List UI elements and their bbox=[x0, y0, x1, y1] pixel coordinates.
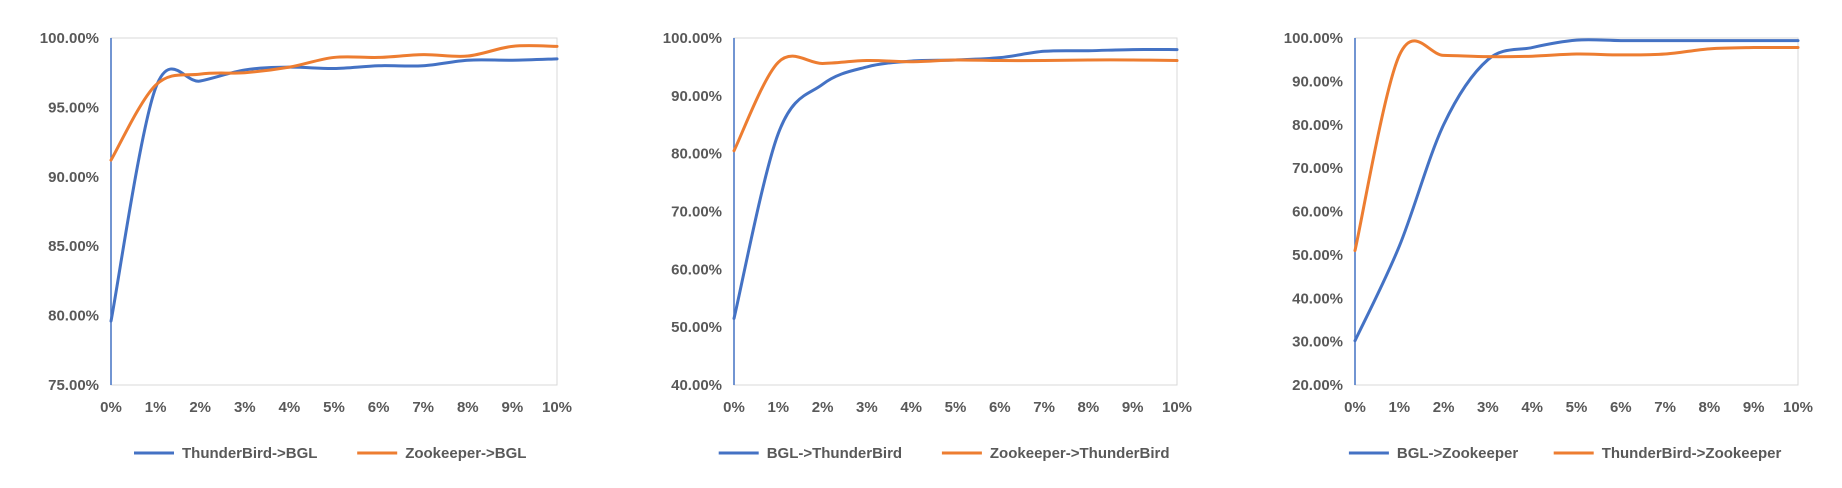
x-tick-label: 0% bbox=[100, 399, 122, 416]
y-tick-label: 70.00% bbox=[671, 204, 722, 221]
x-tick-label: 6% bbox=[989, 399, 1011, 416]
legend-label: BGL->ThunderBird bbox=[767, 445, 902, 462]
y-tick-label: 100.00% bbox=[40, 30, 99, 47]
x-tick-label: 8% bbox=[1699, 399, 1721, 416]
y-tick-label: 75.00% bbox=[48, 377, 99, 394]
x-tick-label: 8% bbox=[457, 399, 479, 416]
y-tick-label: 80.00% bbox=[671, 146, 722, 163]
y-tick-label: 80.00% bbox=[48, 308, 99, 325]
plot-area-border bbox=[1354, 37, 1799, 386]
x-tick-label: 7% bbox=[412, 399, 434, 416]
legend-label: BGL->Zookeeper bbox=[1397, 445, 1518, 462]
y-tick-label: 60.00% bbox=[671, 261, 722, 278]
y-tick-label: 60.00% bbox=[1292, 204, 1343, 221]
x-tick-label: 1% bbox=[145, 399, 167, 416]
x-tick-label: 1% bbox=[767, 399, 789, 416]
y-tick-label: 100.00% bbox=[1284, 30, 1343, 47]
x-tick-label: 6% bbox=[1610, 399, 1632, 416]
legend-label: Zookeeper->BGL bbox=[405, 445, 526, 462]
x-tick-label: 4% bbox=[900, 399, 922, 416]
y-tick-label: 90.00% bbox=[48, 169, 99, 186]
x-tick-label: 2% bbox=[189, 399, 211, 416]
x-tick-label: 5% bbox=[1566, 399, 1588, 416]
legend: BGL->ThunderBird Zookeeper->ThunderBird bbox=[718, 445, 1170, 462]
series-line-1 bbox=[1353, 38, 1800, 343]
x-tick-label: 7% bbox=[1654, 399, 1676, 416]
x-tick-label: 6% bbox=[368, 399, 390, 416]
x-tick-label: 10% bbox=[1162, 399, 1192, 416]
plot-area-border bbox=[110, 37, 558, 386]
legend-label: ThunderBird->BGL bbox=[182, 445, 317, 462]
x-tick-label: 4% bbox=[1521, 399, 1543, 416]
y-tick-label: 100.00% bbox=[663, 30, 722, 47]
plot-area-border bbox=[733, 37, 1178, 386]
series-line-1 bbox=[732, 47, 1179, 320]
legend-label: ThunderBird->Zookeeper bbox=[1602, 445, 1782, 462]
y-tick-label: 50.00% bbox=[1292, 247, 1343, 264]
x-tick-label: 5% bbox=[945, 399, 967, 416]
legend-label: Zookeeper->ThunderBird bbox=[990, 445, 1170, 462]
x-tick-label: 3% bbox=[856, 399, 878, 416]
x-tick-label: 3% bbox=[234, 399, 256, 416]
y-tick-label: 40.00% bbox=[1292, 290, 1343, 307]
chart-3: 20.00% 30.00% 40.00% 50.00% 60.00% 70.00% 80.0… bbox=[1284, 30, 1813, 462]
y-tick-label: 85.00% bbox=[48, 238, 99, 255]
x-tick-label: 10% bbox=[542, 399, 572, 416]
x-tick-label: 5% bbox=[323, 399, 345, 416]
series-line-2 bbox=[1353, 39, 1800, 253]
x-tick-label: 3% bbox=[1477, 399, 1499, 416]
x-tick-label: 8% bbox=[1078, 399, 1100, 416]
y-tick-label: 90.00% bbox=[671, 88, 722, 105]
legend: ThunderBird->BGL Zookeeper->BGL bbox=[134, 445, 526, 462]
x-tick-label: 10% bbox=[1783, 399, 1813, 416]
y-tick-label: 20.00% bbox=[1292, 377, 1343, 394]
x-tick-label: 1% bbox=[1388, 399, 1410, 416]
y-tick-label: 40.00% bbox=[671, 377, 722, 394]
x-tick-label: 9% bbox=[502, 399, 524, 416]
x-tick-label: 0% bbox=[723, 399, 745, 416]
series-line-2 bbox=[732, 54, 1179, 153]
x-tick-label: 7% bbox=[1033, 399, 1055, 416]
chart-1: 75.00% 80.00% 85.00% 90.00% 95.00% 100.00% 0% 1… bbox=[40, 30, 572, 462]
series-line-2 bbox=[109, 44, 559, 162]
y-tick-label: 70.00% bbox=[1292, 160, 1343, 177]
x-tick-label: 9% bbox=[1122, 399, 1144, 416]
chart-2: 40.00% 50.00% 60.00% 70.00% 80.00% 90.00% 100.… bbox=[663, 30, 1192, 462]
series-line-1 bbox=[109, 57, 559, 323]
y-tick-label: 90.00% bbox=[1292, 73, 1343, 90]
y-tick-label: 80.00% bbox=[1292, 117, 1343, 134]
x-tick-label: 2% bbox=[812, 399, 834, 416]
y-tick-label: 50.00% bbox=[671, 319, 722, 336]
x-tick-label: 9% bbox=[1743, 399, 1765, 416]
y-tick-label: 95.00% bbox=[48, 99, 99, 116]
x-tick-label: 2% bbox=[1433, 399, 1455, 416]
legend: BGL->Zookeeper ThunderBird->Zookeeper bbox=[1348, 445, 1782, 462]
x-tick-label: 0% bbox=[1344, 399, 1366, 416]
x-tick-label: 4% bbox=[279, 399, 301, 416]
y-tick-label: 30.00% bbox=[1292, 334, 1343, 351]
